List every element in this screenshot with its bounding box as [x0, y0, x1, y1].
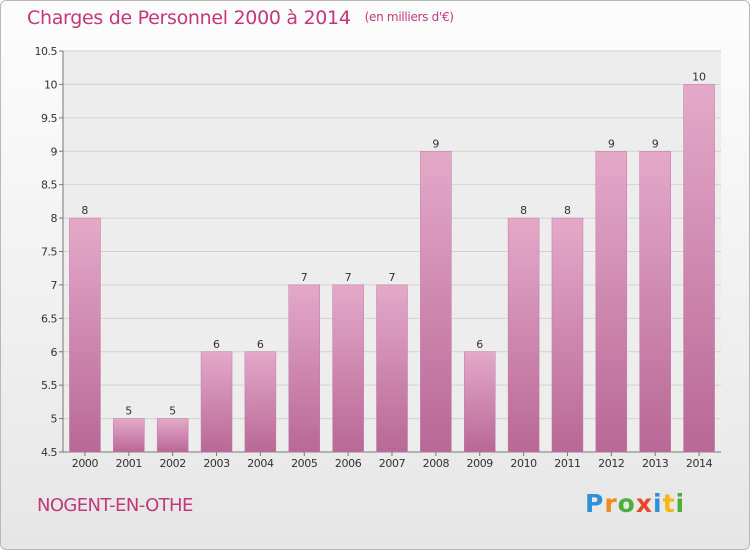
proxiti-logo: Proxiti [585, 489, 685, 518]
x-tick-label: 2011 [554, 457, 580, 470]
bar-2013 [639, 151, 671, 453]
logo-letter: P [585, 489, 605, 518]
y-tick-label: 7 [51, 279, 58, 292]
y-tick-label: 4.5 [41, 446, 57, 459]
data-label: 8 [564, 204, 571, 217]
bars [69, 84, 715, 453]
bar-2003 [200, 351, 233, 453]
data-label: 6 [257, 338, 264, 351]
logo-letter: i [675, 489, 686, 518]
x-tick-label: 2004 [247, 457, 274, 470]
x-tick-label: 2008 [423, 457, 450, 470]
data-label: 7 [301, 271, 308, 284]
x-tick-label: 2009 [467, 457, 494, 470]
x-tick-label: 2005 [291, 457, 318, 470]
x-tick-label: 2012 [598, 457, 624, 470]
chart-title: Charges de Personnel 2000 à 2014 (en mill… [27, 7, 454, 29]
data-label: 9 [652, 137, 659, 150]
x-tick-label: 2013 [642, 457, 669, 470]
x-tick-label: 2000 [72, 457, 99, 470]
x-tick-label: 2006 [335, 457, 362, 470]
bar-2010 [507, 217, 540, 453]
data-label: 9 [608, 137, 615, 150]
y-tick-label: 5.5 [41, 379, 57, 392]
y-tick-label: 6.5 [41, 312, 57, 325]
x-tick-label: 2010 [510, 457, 537, 470]
x-tick-label: 2003 [203, 457, 230, 470]
x-tick-label: 2001 [116, 457, 142, 470]
data-label: 8 [520, 204, 527, 217]
bar-2008 [420, 151, 452, 453]
bar-2004 [244, 351, 277, 453]
data-label: 5 [169, 405, 176, 418]
y-tick-label: 7.5 [41, 246, 57, 259]
bar-2002 [156, 418, 189, 453]
y-tick-label: 5 [51, 413, 58, 426]
data-label: 9 [432, 137, 439, 150]
bar-2005 [288, 284, 321, 453]
data-label: 7 [389, 271, 396, 284]
y-tick-label: 8.5 [41, 179, 57, 192]
y-tick-labels: 4.5 5 5.5 6 6.5 7 7.5 8 8.5 9 9.5 10 10.5 [35, 45, 59, 459]
x-tick-label: 2007 [379, 457, 406, 470]
bar-2011 [551, 217, 584, 453]
data-label: 8 [81, 204, 88, 217]
bar-2012 [595, 151, 628, 453]
logo-letter: o [617, 489, 636, 518]
y-tick-label: 9.5 [41, 112, 57, 125]
x-tick-label: 2014 [686, 457, 713, 470]
y-tick-label: 10 [44, 78, 57, 91]
y-tick-label: 6 [51, 346, 58, 359]
logo-letter: t [662, 489, 676, 518]
y-tick-label: 9 [51, 145, 58, 158]
logo-letter: r [604, 489, 618, 518]
bar-2014 [683, 84, 715, 453]
bar-2000 [69, 217, 101, 453]
bar-2007 [376, 284, 408, 453]
data-label: 6 [213, 338, 220, 351]
data-label: 5 [125, 405, 132, 418]
bar-2001 [113, 418, 145, 453]
x-tick-labels: 2000 2001 2002 2003 2004 2005 2006 2007 2008 2009… [72, 457, 713, 470]
y-tick-label: 10.5 [35, 45, 58, 58]
logo-letter: i [653, 489, 663, 518]
data-label: 7 [345, 271, 352, 284]
y-tick-label: 8 [51, 212, 58, 225]
x-tick-label: 2002 [159, 457, 185, 470]
data-label: 6 [476, 338, 483, 351]
data-labels: 8 5 5 6 6 7 7 7 9 6 8 8 9 9 10 [81, 70, 706, 417]
chart-unit-note: (en milliers d'€) [364, 10, 454, 24]
bar-2006 [332, 284, 364, 453]
logo-letter: x [635, 489, 653, 518]
location-label: NOGENT-EN-OTHE [37, 495, 193, 516]
data-label: 10 [692, 70, 706, 83]
chart-title-text: Charges de Personnel 2000 à 2014 [27, 7, 351, 29]
bar-2009 [463, 351, 496, 453]
